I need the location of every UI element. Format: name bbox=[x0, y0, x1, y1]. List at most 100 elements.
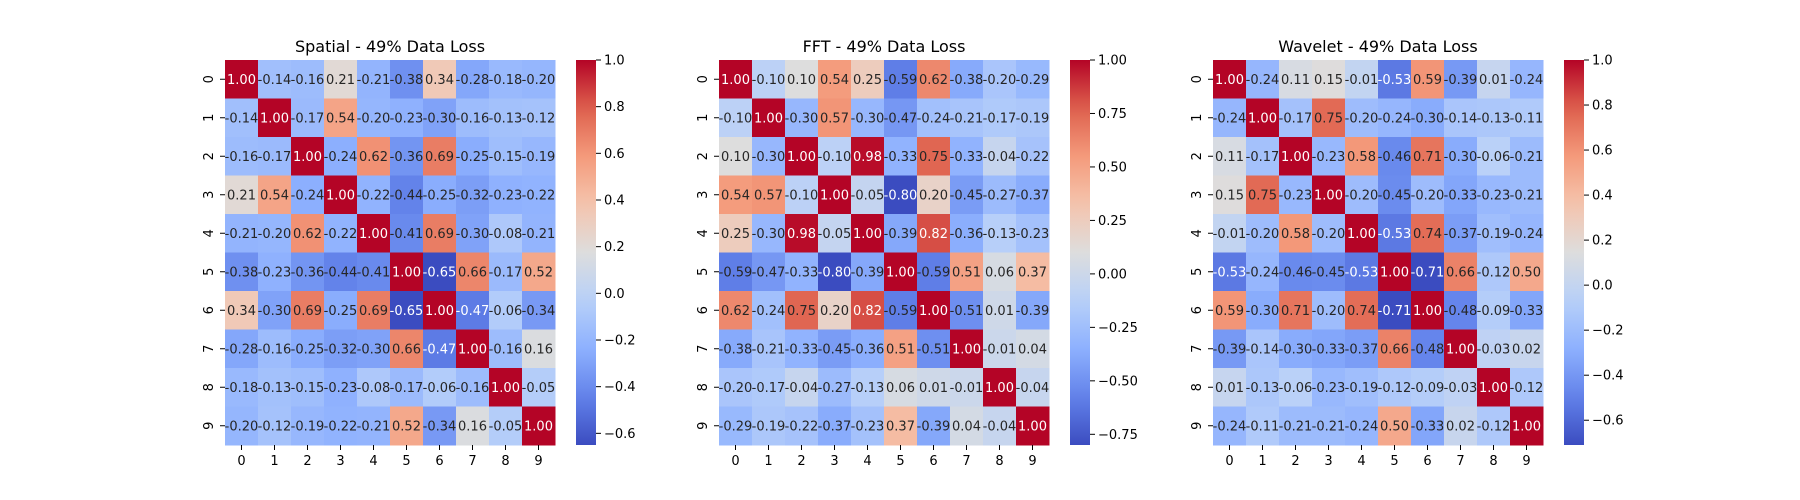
cell-label: -0.30 bbox=[851, 111, 885, 126]
cell-label: -0.06 bbox=[1477, 150, 1511, 165]
cell-label: 0.20 bbox=[919, 188, 948, 203]
cell-label: 1.00 bbox=[787, 150, 816, 165]
y-tick-label: 7 bbox=[696, 345, 711, 353]
heatmap-cell bbox=[1444, 329, 1478, 369]
heatmap-cell bbox=[752, 368, 786, 407]
heatmap-cell bbox=[291, 98, 325, 138]
cell-label: -0.20 bbox=[225, 419, 259, 434]
cell-label: -0.24 bbox=[291, 188, 325, 203]
heatmap-cell bbox=[1279, 60, 1313, 99]
cell-label: -0.19 bbox=[1345, 381, 1379, 396]
heatmap-cell bbox=[719, 406, 753, 446]
cell-label: 1.00 bbox=[458, 342, 487, 357]
y-tick-label: 1 bbox=[202, 114, 217, 122]
x-tick-label: 5 bbox=[896, 454, 904, 469]
cell-label: -0.23 bbox=[1312, 150, 1346, 165]
heatmap-cell bbox=[1345, 98, 1379, 138]
heatmap-cell bbox=[225, 137, 259, 176]
heatmap-cell bbox=[851, 98, 885, 138]
cell-label: 0.82 bbox=[853, 304, 882, 319]
heatmap-cell bbox=[258, 291, 292, 330]
heatmap-cell bbox=[785, 291, 819, 330]
cell-label: -0.44 bbox=[390, 188, 424, 203]
heatmap-cell bbox=[818, 60, 852, 99]
heatmap-cell bbox=[950, 98, 984, 138]
x-tick-label: 6 bbox=[435, 454, 443, 469]
cell-label: 0.66 bbox=[392, 342, 421, 357]
x-tick-label: 2 bbox=[797, 454, 805, 469]
heatmap-cell bbox=[818, 406, 852, 446]
heatmap-cell bbox=[225, 368, 259, 407]
cell-label: -0.21 bbox=[357, 73, 391, 88]
heatmap-cell bbox=[1378, 137, 1412, 176]
heatmap-cell bbox=[423, 137, 457, 176]
heatmap-cell bbox=[818, 137, 852, 176]
colorbar-tick-label: −0.50 bbox=[1098, 374, 1138, 389]
cell-label: 1.00 bbox=[392, 265, 421, 280]
cell-label: 0.06 bbox=[985, 265, 1014, 280]
heatmap-cell bbox=[1312, 175, 1346, 215]
heatmap-cell bbox=[719, 137, 753, 176]
heatmap-cell bbox=[1246, 60, 1280, 99]
heatmap-cell bbox=[489, 252, 523, 292]
heatmap-cell bbox=[1312, 291, 1346, 330]
heatmap-cell bbox=[917, 60, 951, 99]
cell-label: -0.59 bbox=[917, 265, 951, 280]
colorbar-tick-label: 0.4 bbox=[604, 194, 625, 209]
cell-label: -0.27 bbox=[818, 381, 852, 396]
heatmap-cell bbox=[1444, 175, 1478, 215]
cell-label: -0.20 bbox=[522, 73, 556, 88]
heatmap-cell bbox=[1279, 175, 1313, 215]
cell-label: -0.34 bbox=[423, 419, 457, 434]
cell-label: 0.15 bbox=[1314, 73, 1343, 88]
cell-label: 0.01 bbox=[919, 381, 948, 396]
cell-label: -0.59 bbox=[884, 73, 918, 88]
heatmap-cell bbox=[456, 368, 490, 407]
heatmap-cell bbox=[719, 175, 753, 215]
heatmap-cell bbox=[1510, 98, 1544, 138]
heatmap-cell bbox=[752, 137, 786, 176]
heatmap-cell bbox=[818, 329, 852, 369]
heatmap-cell bbox=[917, 368, 951, 407]
heatmap-cell bbox=[225, 291, 259, 330]
cell-label: -0.30 bbox=[752, 227, 786, 242]
heatmap-cell bbox=[1246, 137, 1280, 176]
heatmap-cell bbox=[291, 329, 325, 369]
heatmap-cell bbox=[1312, 98, 1346, 138]
cell-label: -0.24 bbox=[1510, 227, 1544, 242]
cell-label: 0.37 bbox=[886, 419, 915, 434]
cell-label: 0.62 bbox=[919, 73, 948, 88]
heatmap-cell bbox=[983, 175, 1017, 215]
colorbar-tick-label: 0.2 bbox=[1592, 234, 1613, 249]
cell-label: 0.66 bbox=[458, 265, 487, 280]
heatmap-cell bbox=[1312, 214, 1346, 253]
cell-label: -0.32 bbox=[324, 342, 358, 357]
heatmap-cell bbox=[1510, 329, 1544, 369]
cell-label: -0.20 bbox=[719, 381, 753, 396]
heatmap-cell bbox=[1510, 175, 1544, 215]
heatmap-cell bbox=[983, 252, 1017, 292]
heatmap-cell bbox=[522, 98, 556, 138]
cell-label: -0.46 bbox=[1279, 265, 1313, 280]
cell-label: -0.33 bbox=[1411, 419, 1445, 434]
cell-label: 1.00 bbox=[1512, 419, 1541, 434]
cell-label: -0.41 bbox=[390, 227, 424, 242]
x-tick-label: 8 bbox=[501, 454, 509, 469]
x-tick-label: 0 bbox=[1225, 454, 1233, 469]
heatmap-cell bbox=[1345, 60, 1379, 99]
cell-label: -0.53 bbox=[1213, 265, 1247, 280]
cell-label: 0.59 bbox=[1215, 304, 1244, 319]
heatmap-cell bbox=[719, 368, 753, 407]
colorbar-tick-label: 0.4 bbox=[1592, 189, 1613, 204]
colorbar-tick-label: −0.25 bbox=[1098, 321, 1138, 336]
heatmap-cell bbox=[1312, 252, 1346, 292]
cell-label: -0.39 bbox=[1016, 304, 1050, 319]
heatmap-cell bbox=[1213, 406, 1247, 446]
cell-label: 1.00 bbox=[227, 73, 256, 88]
heatmap-cell bbox=[1411, 252, 1445, 292]
cell-label: 0.71 bbox=[1281, 304, 1310, 319]
heatmap-cell bbox=[456, 329, 490, 369]
cell-label: -0.12 bbox=[1477, 265, 1511, 280]
cell-label: 1.00 bbox=[1314, 188, 1343, 203]
heatmap-cell bbox=[1510, 214, 1544, 253]
